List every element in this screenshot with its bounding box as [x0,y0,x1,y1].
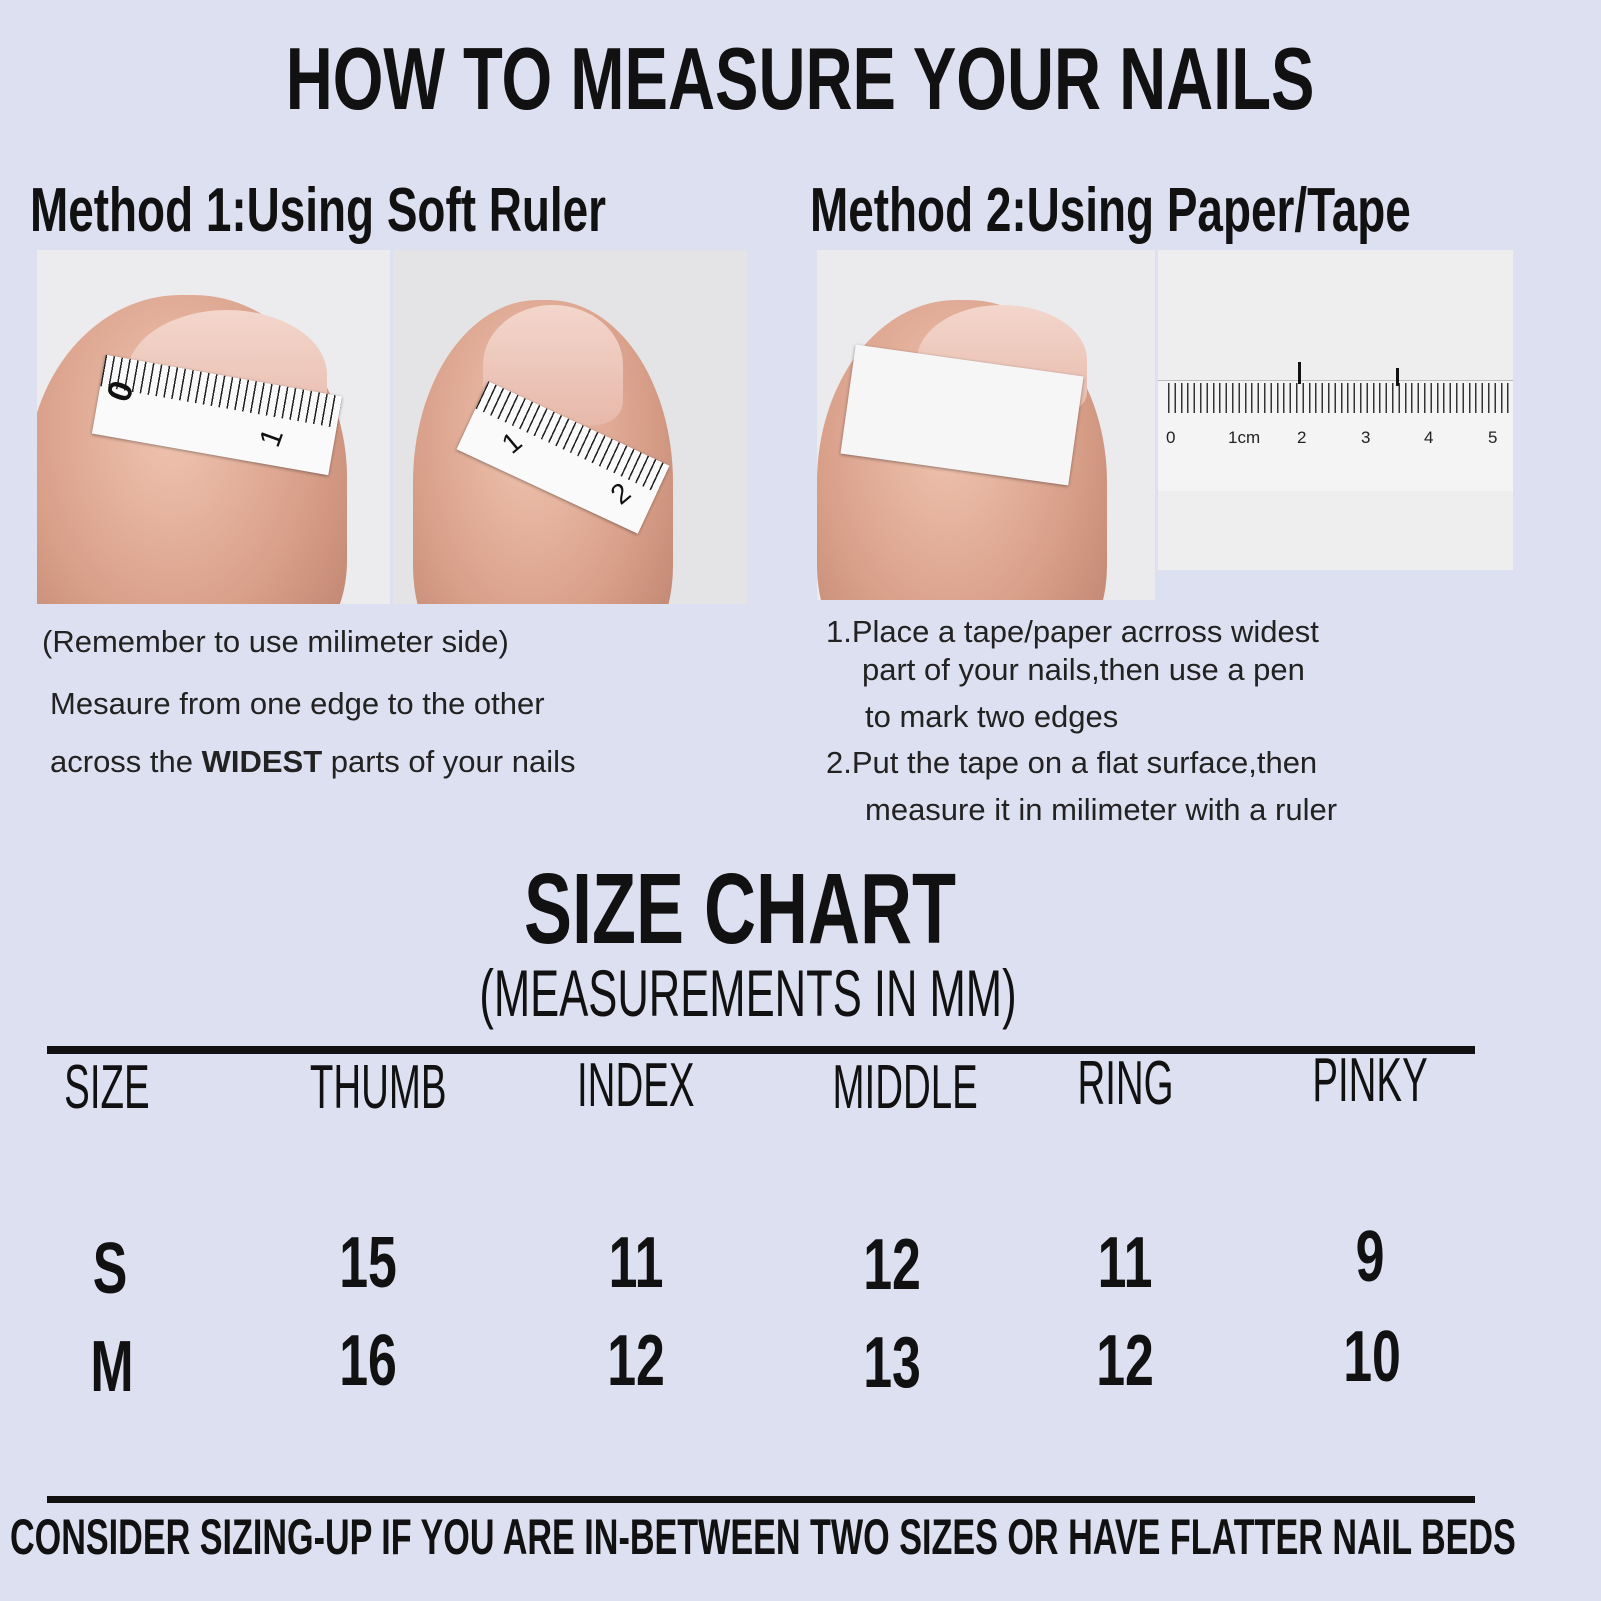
size-cell: S [92,1229,128,1309]
page-title: HOW TO MEASURE YOUR NAILS [286,29,1315,128]
method1-heading: Method 1:Using Soft Ruler [30,176,607,245]
ruler-photo: 0 1cm 2 3 4 5 [1158,250,1513,570]
size-chart-title: SIZE CHART [524,853,956,965]
pinky-cell: 9 [1355,1217,1385,1297]
column-header-middle: MIDDLE [832,1053,978,1122]
table-bottom-rule [47,1496,1475,1503]
thumb-cell: 15 [339,1223,397,1303]
size-cell: M [90,1327,134,1407]
method2-heading: Method 2:Using Paper/Tape [810,176,1411,245]
method2-step1a: 1.Place a tape/paper acrross widest [826,614,1319,649]
column-header-pinky: PINKY [1312,1046,1428,1115]
pinky-cell: 10 [1343,1317,1401,1397]
column-header-ring: RING [1076,1049,1174,1118]
method1-line2: across the WIDEST parts of your nails [50,744,576,779]
paper-tape-photo [817,250,1155,600]
middle-cell: 13 [863,1323,921,1403]
middle-cell: 12 [863,1225,921,1305]
method1-line1: Mesaure from one edge to the other [50,686,545,721]
method2-step2a: 2.Put the tape on a flat surface,then [826,745,1318,780]
ring-cell: 11 [1097,1223,1153,1303]
method1-note: (Remember to use milimeter side) [42,624,509,659]
soft-ruler-photo-2: 1 2 [393,250,747,604]
method2-step1b: part of your nails,then use a pen [862,652,1305,687]
column-header-size: SIZE [64,1053,150,1122]
index-cell: 11 [608,1223,664,1303]
soft-ruler-photo-1: 0 1 [37,250,390,604]
column-header-thumb: THUMB [309,1053,447,1122]
method2-step1c: to mark two edges [865,699,1119,734]
ring-cell: 12 [1096,1321,1154,1401]
size-chart-subtitle: (MEASUREMENTS IN MM) [479,956,1017,1030]
method2-step2b: measure it in milimeter with a ruler [865,792,1338,827]
column-header-index: INDEX [577,1051,695,1120]
thumb-cell: 16 [339,1321,397,1401]
table-top-rule [47,1046,1475,1054]
footer-note: CONSIDER SIZING-UP IF YOU ARE IN-BETWEEN… [10,1509,1516,1565]
index-cell: 12 [607,1321,665,1401]
